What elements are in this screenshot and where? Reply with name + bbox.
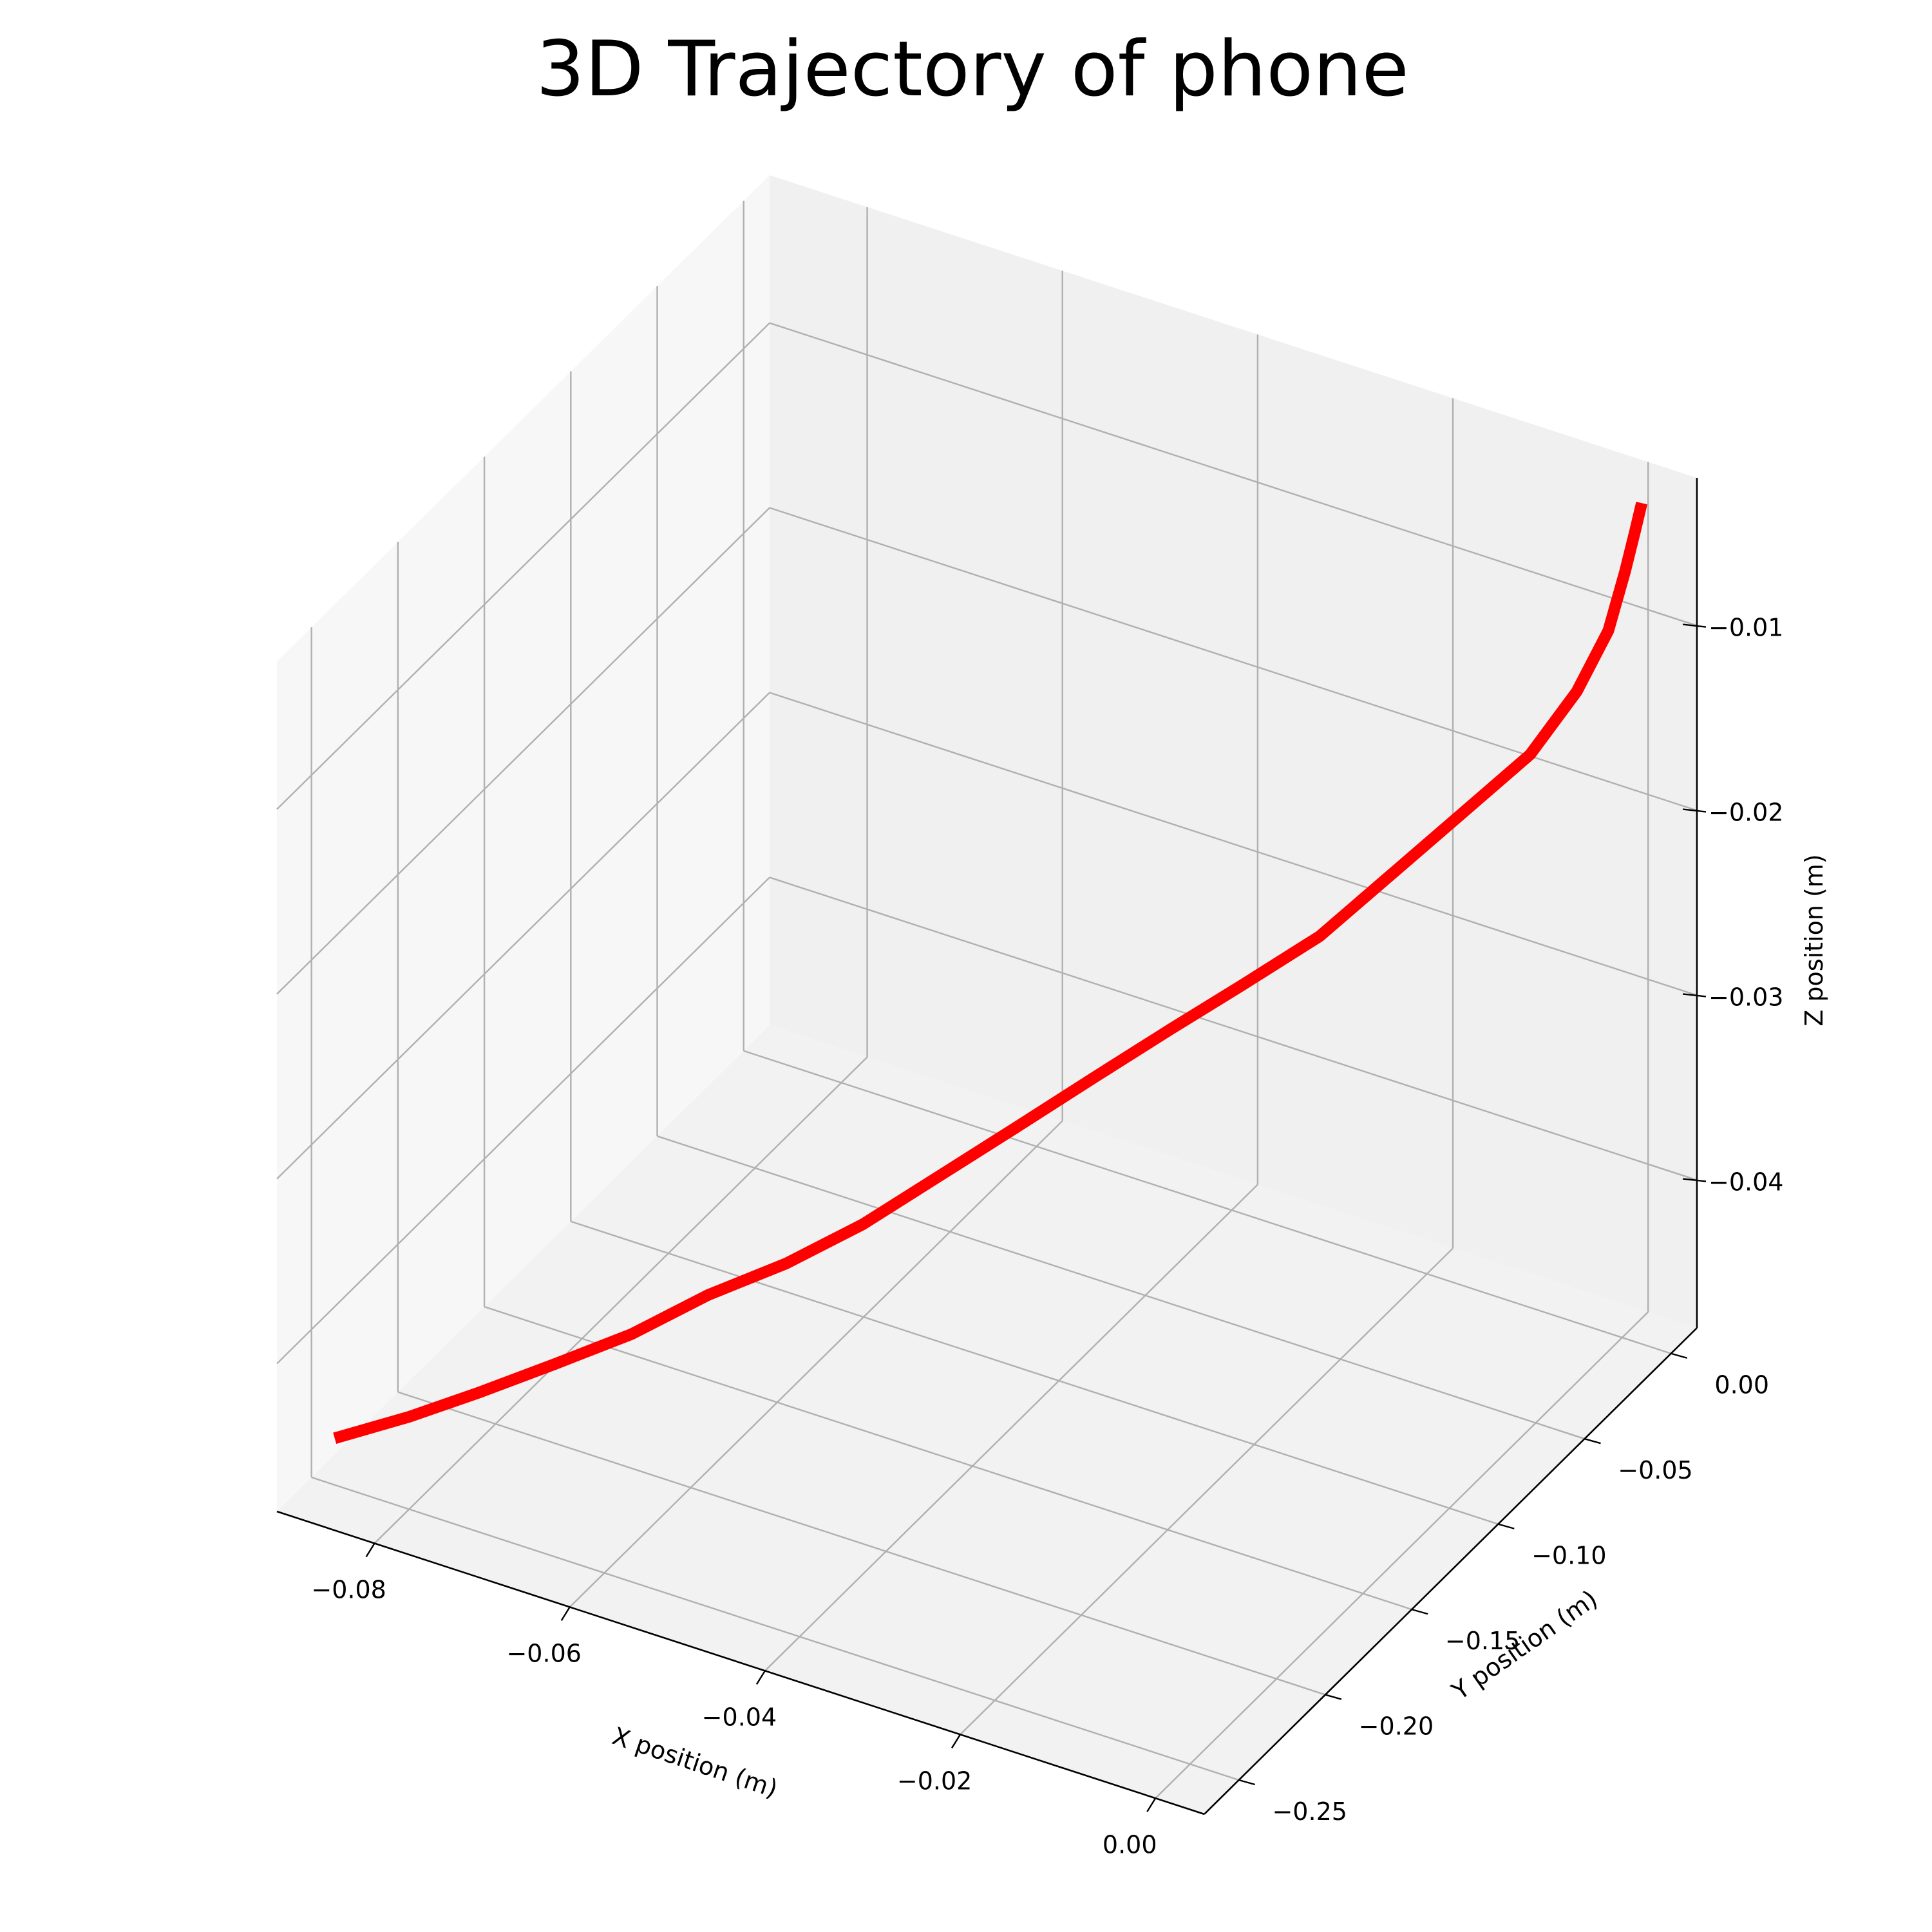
z-tick-label: −0.04: [1709, 1168, 1783, 1196]
axes-panes: [277, 175, 1697, 1814]
y-tick-label: −0.20: [1359, 1712, 1434, 1741]
z-tick-mark: [1682, 623, 1707, 628]
grid-x-floor: [764, 1184, 1258, 1672]
x-tick-label: −0.02: [897, 1766, 972, 1795]
y-tick-mark: [1411, 1608, 1428, 1615]
x-axis-line: [276, 1510, 1205, 1815]
y-tick-label: −0.10: [1531, 1542, 1606, 1570]
grid-y-floor: [570, 1220, 1499, 1525]
x-tick-label: −0.06: [506, 1639, 581, 1667]
tick-marks: −0.08 −0.06 −0.04 −0.02 0.00 0.00 −0.05 −0.10 −0…: [311, 614, 1783, 1859]
y-tick-mark: [1325, 1694, 1342, 1700]
grid-z-back: [769, 692, 1698, 996]
grid-y-floor: [657, 1135, 1585, 1440]
trajectory-line: [333, 502, 1648, 1444]
grid-lines: [276, 200, 1698, 1799]
grid-z-back: [769, 876, 1698, 1181]
y-tick-mark: [1497, 1523, 1515, 1530]
x-tick-label: −0.04: [702, 1703, 777, 1731]
grid-y-floor: [484, 1305, 1412, 1611]
pane-floor: [277, 1025, 1697, 1814]
grid-x-floor: [374, 1056, 868, 1544]
y-tick-mark: [1584, 1438, 1601, 1444]
y-tick-label: −0.25: [1272, 1797, 1347, 1826]
pane-left: [277, 175, 770, 1511]
grid-y-floor: [397, 1391, 1326, 1696]
z-tick-label: −0.02: [1709, 799, 1783, 827]
y-tick-label: −0.15: [1445, 1627, 1520, 1655]
z-tick-mark: [1682, 1178, 1707, 1182]
grid-z-left: [276, 322, 770, 810]
x-tick-mark: [1146, 1797, 1157, 1812]
grid-x-floor: [569, 1120, 1063, 1608]
trajectory-series: [333, 502, 1648, 1444]
x-tick-label: 0.00: [1103, 1830, 1157, 1859]
grid-y-floor: [311, 1476, 1240, 1781]
z-tick-label: −0.03: [1709, 983, 1783, 1012]
chart-title: 3D Trajectory of phone: [536, 25, 1408, 114]
x-axis-label: X position (m): [609, 1721, 781, 1803]
axis-lines: [276, 478, 1698, 1815]
y-tick-mark: [1238, 1779, 1256, 1786]
y-axis-line: [1204, 1327, 1698, 1815]
z-tick-label: −0.01: [1709, 614, 1783, 642]
grid-x-floor: [960, 1247, 1454, 1736]
grid-z-back: [769, 322, 1698, 627]
grid-z-left: [276, 507, 770, 995]
x-tick-mark: [365, 1542, 375, 1558]
z-tick-mark: [1682, 993, 1707, 998]
pane-back: [770, 175, 1697, 1328]
y-tick-label: 0.00: [1714, 1371, 1769, 1399]
grid-y-floor: [743, 1050, 1672, 1354]
grid-z-left: [276, 692, 770, 1180]
y-tick-label: −0.05: [1618, 1456, 1692, 1484]
z-axis-label: Z position (m): [1800, 854, 1828, 1026]
x-tick-mark: [951, 1734, 961, 1748]
y-tick-mark: [1671, 1352, 1688, 1359]
grid-z-left: [276, 876, 770, 1365]
x-tick-label: −0.08: [311, 1576, 386, 1604]
grid-z-back: [769, 507, 1698, 811]
grid-x-floor: [1155, 1311, 1649, 1799]
z-tick-mark: [1682, 808, 1707, 813]
x-tick-mark: [560, 1606, 571, 1622]
x-tick-mark: [755, 1670, 766, 1685]
